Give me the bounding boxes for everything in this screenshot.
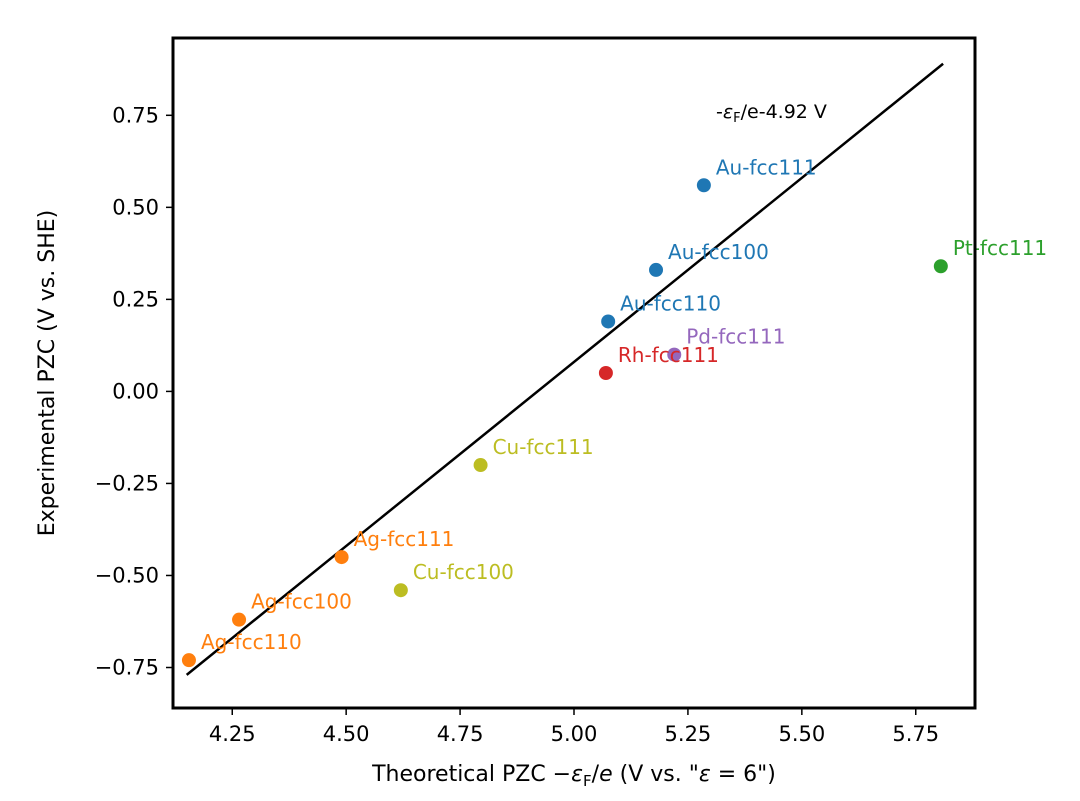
data-point [598,366,613,380]
data-point [232,612,247,627]
data-point [393,583,408,598]
data-point-label: Au-fcc111 [716,155,817,179]
y-tick-label: −0.50 [95,563,159,587]
x-tick-label: 4.75 [437,722,484,746]
data-point [649,262,664,277]
data-point [667,347,682,362]
data-point [334,550,349,565]
data-point-label: Au-fcc110 [620,291,721,315]
x-tick-label: 5.50 [778,722,825,746]
data-point-label: Cu-fcc111 [493,435,594,459]
data-point [933,259,948,274]
y-tick-label: 0.50 [112,195,159,219]
y-tick-label: 0.00 [112,379,159,403]
data-point-label: Ag-fcc111 [354,527,455,551]
data-point-label: Au-fcc100 [668,240,769,264]
data-point-label: Cu-fcc100 [413,560,514,584]
data-point-label: Pt-fcc111 [953,236,1047,260]
x-tick-label: 4.50 [323,722,370,746]
y-axis-label: Experimental PZC (V vs. SHE) [35,210,60,536]
data-point-label: Pd-fcc111 [686,325,785,349]
data-point [601,314,616,329]
x-tick-label: 5.00 [551,722,598,746]
x-axis-label: Theoretical PZC −εF/e (V vs. "ε = 6") [371,762,776,790]
x-tick-label: 5.25 [665,722,712,746]
data-point-label: Ag-fcc100 [251,590,352,614]
y-tick-label: −0.75 [95,656,159,680]
fit-line-label: -εF/e-4.92 V [716,101,827,126]
fit-line [185,62,944,676]
y-tick-label: −0.25 [95,471,159,495]
y-tick-label: 0.25 [112,287,159,311]
y-tick-label: 0.75 [112,103,159,127]
x-tick-label: 5.75 [892,722,939,746]
data-point [181,653,196,668]
data-point [696,178,711,193]
data-point-label: Rh-fcc111 [618,343,719,367]
x-tick-label: 4.25 [209,722,256,746]
data-point-label: Ag-fcc110 [201,630,302,654]
data-point [473,458,488,473]
